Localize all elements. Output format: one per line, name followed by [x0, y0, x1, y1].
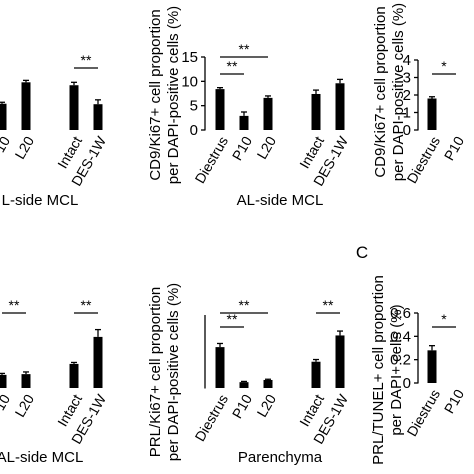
error-bar — [95, 99, 101, 105]
y-tick-label: 10 — [181, 73, 198, 90]
y-axis-label: per DAPI-positive cells (%) — [165, 283, 182, 461]
bar — [215, 347, 225, 388]
x-axis-label: AL-side MCL — [0, 449, 83, 466]
error-bar — [313, 358, 319, 362]
bar — [69, 85, 79, 130]
bar — [427, 350, 437, 383]
significance-label: ** — [239, 41, 250, 57]
error-bar — [0, 101, 5, 104]
y-axis-label: per DAPI+ cells (%) — [388, 304, 405, 435]
x-tick-label: Diestrus — [192, 392, 232, 444]
x-tick-label: L20 — [254, 133, 280, 161]
error-bar — [95, 328, 101, 337]
x-tick-label: P10 — [0, 391, 13, 421]
bar — [263, 379, 273, 388]
y-tick-label: 0.6 — [390, 305, 411, 322]
bar — [263, 97, 273, 130]
error-bar — [313, 89, 319, 94]
bar — [93, 104, 103, 130]
error-bar — [265, 378, 271, 380]
x-axis-label: Parenchyma — [238, 449, 323, 466]
y-tick-label: 5 — [190, 98, 198, 115]
x-tick-label: P10 — [441, 133, 467, 163]
y-tick-label: 0 — [403, 375, 411, 392]
x-tick-label: P10 — [229, 133, 255, 163]
x-tick-label: Diestrus — [192, 134, 232, 186]
y-axis-label: PRL/TUNEL+ cell proportion — [370, 275, 387, 465]
y-tick-label: 3 — [403, 70, 411, 87]
y-axis-label: per DAPI-positive cells (%) — [390, 3, 407, 181]
bar — [93, 336, 103, 388]
x-tick-label: Diestrus — [404, 387, 444, 439]
x-axis-label: L-side MCL — [2, 192, 79, 209]
y-tick-label: 15 — [181, 49, 198, 66]
y-tick-label: 0 — [190, 122, 198, 139]
bar — [311, 361, 321, 388]
y-tick-label: 0.2 — [390, 352, 411, 369]
x-tick-label: L20 — [12, 391, 38, 419]
x-tick-label: Diestrus — [404, 134, 444, 186]
x-tick-label: L20 — [12, 133, 38, 161]
panel-label: C — [356, 243, 368, 262]
x-axis-label: AL-side MCL — [237, 192, 324, 209]
significance-label: ** — [227, 311, 238, 327]
y-tick-label: 0.4 — [390, 328, 411, 345]
significance-label: ** — [9, 297, 20, 313]
bar — [215, 89, 225, 130]
error-bar — [265, 95, 271, 98]
bar — [239, 115, 249, 130]
bar — [239, 382, 249, 388]
x-tick-label: P10 — [0, 133, 13, 163]
bar — [335, 335, 345, 388]
bar — [69, 363, 79, 388]
y-axis-label: PRL/Ki67+ cell proportion — [147, 287, 164, 458]
error-bar — [71, 81, 77, 86]
error-bar — [337, 330, 343, 336]
significance-label: ** — [323, 297, 334, 313]
error-bar — [429, 96, 435, 99]
bar — [0, 103, 7, 130]
significance-label: ** — [227, 58, 238, 74]
y-tick-label: 4 — [403, 52, 411, 69]
error-bar — [71, 361, 77, 364]
error-bar — [0, 372, 5, 375]
y-axis-label: per DAPI-positive cells (%) — [165, 6, 182, 184]
significance-label: ** — [239, 297, 250, 313]
error-bar — [217, 342, 223, 348]
error-bar — [23, 371, 29, 375]
error-bar — [241, 111, 247, 116]
x-tick-label: L20 — [254, 391, 280, 419]
significance-label: * — [441, 58, 447, 74]
bar — [311, 93, 321, 130]
significance-label: ** — [81, 52, 92, 68]
error-bar — [337, 78, 343, 84]
y-tick-label: 1 — [403, 105, 411, 122]
bar — [427, 98, 437, 130]
y-tick-label: 2 — [403, 87, 411, 104]
y-tick-label: 0 — [403, 122, 411, 139]
error-bar — [217, 87, 223, 90]
error-bar — [429, 345, 435, 351]
error-bar — [23, 79, 29, 83]
y-axis-label: CD9/Ki67+ cell proportion — [147, 9, 164, 180]
bar — [335, 83, 345, 130]
significance-label: ** — [81, 297, 92, 313]
x-tick-label: P10 — [441, 386, 467, 416]
bar — [21, 82, 31, 130]
bar — [0, 374, 7, 388]
error-bar — [241, 380, 247, 383]
y-axis-label: CD9/Ki67+ cell proportion — [372, 6, 389, 177]
bar — [21, 374, 31, 388]
x-tick-label: P10 — [229, 391, 255, 421]
significance-label: * — [441, 311, 447, 327]
